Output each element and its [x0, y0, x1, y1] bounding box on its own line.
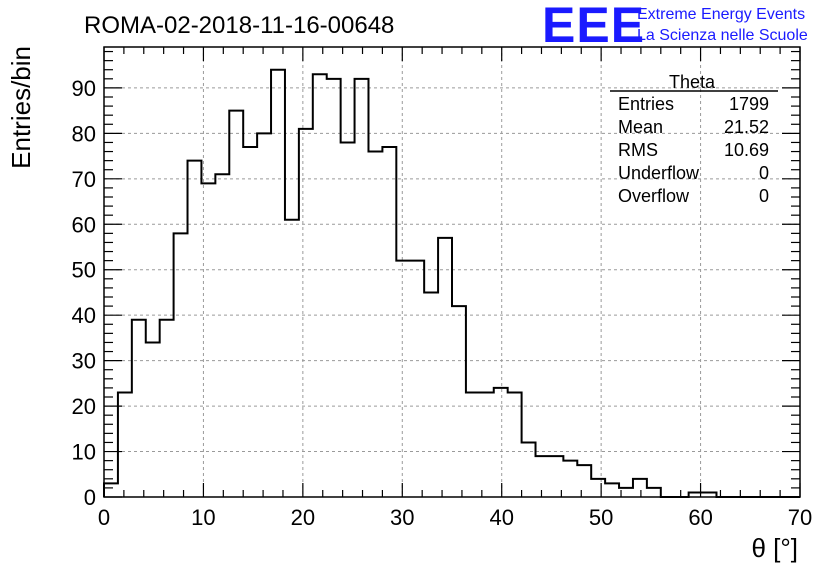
- brand-line-1: Extreme Energy Events: [637, 6, 805, 23]
- chart-title: ROMA-02-2018-11-16-00648: [84, 12, 394, 39]
- stats-row-label: Mean: [618, 117, 663, 137]
- y-tick-label: 0: [84, 485, 96, 510]
- stats-row-value: 10.69: [724, 140, 769, 160]
- x-axis-label: θ [°]: [751, 533, 798, 563]
- stats-row-value: 1799: [729, 94, 769, 114]
- brand-line-2: La Scienza nelle Scuole: [637, 27, 808, 44]
- histogram-outline: [103, 68, 800, 498]
- stats-row-value: 0: [759, 186, 769, 206]
- y-tick-label: 10: [72, 440, 96, 465]
- stats-row-label: RMS: [618, 140, 658, 160]
- x-tick-label: 30: [390, 505, 414, 530]
- stats-rows: Entries 1799 Mean 21.52 RMS 10.69 Underflow 0 Ov…: [618, 94, 769, 206]
- y-tick-label: 50: [72, 258, 96, 283]
- y-tick-label: 90: [72, 76, 96, 101]
- grid-lines: [104, 47, 800, 497]
- x-tick-label: 40: [489, 505, 513, 530]
- stats-row-label: Underflow: [618, 163, 700, 183]
- stats-row-value: 21.52: [724, 117, 769, 137]
- y-tick-label: 40: [72, 303, 96, 328]
- tick-labels: 0 10 20 30 40 50 60 70 0 10 20 30 40 50 60 70 80 90: [72, 76, 813, 530]
- x-tick-label: 70: [788, 505, 812, 530]
- x-tick-label: 10: [191, 505, 215, 530]
- x-tick-label: 0: [98, 505, 110, 530]
- plot-frame: [103, 46, 801, 498]
- eee-logo-text: EEE: [542, 0, 645, 53]
- y-tick-label: 70: [72, 167, 96, 192]
- axis-ticks: [103, 47, 801, 498]
- stats-row-value: 0: [759, 163, 769, 183]
- x-tick-label: 20: [291, 505, 315, 530]
- y-tick-label: 60: [72, 212, 96, 237]
- y-tick-label: 30: [72, 349, 96, 374]
- x-tick-label: 50: [589, 505, 613, 530]
- eee-logo: EEE Extreme Energy Events La Scienza nel…: [542, 0, 808, 53]
- stats-row-label: Entries: [618, 94, 674, 114]
- y-axis-label: Entries/bin: [6, 46, 36, 169]
- x-tick-label: 60: [688, 505, 712, 530]
- stats-title: Theta: [669, 72, 716, 92]
- stats-row-label: Overflow: [618, 186, 690, 206]
- y-tick-label: 20: [72, 394, 96, 419]
- stats-box: Theta Entries 1799 Mean 21.52 RMS 10.69 Underf…: [610, 72, 778, 206]
- y-tick-label: 80: [72, 121, 96, 146]
